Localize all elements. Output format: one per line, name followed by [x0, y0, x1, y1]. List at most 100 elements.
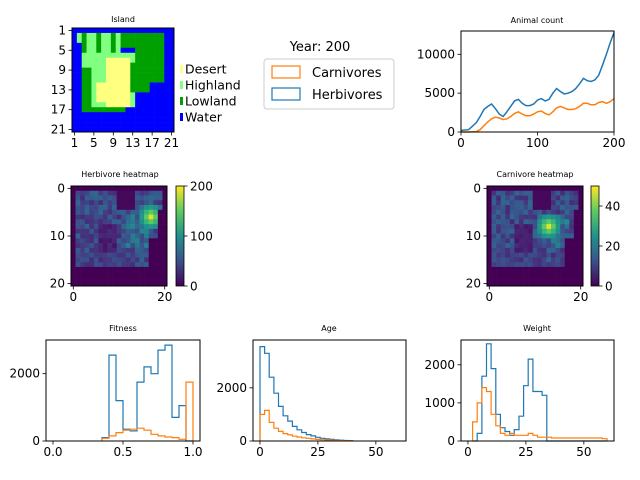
island-cell [154, 37, 160, 44]
heatmap-cell [80, 262, 86, 268]
heatmap-cell [153, 186, 159, 192]
island-cell [91, 97, 97, 103]
island-cell [164, 97, 170, 103]
island-cell [96, 92, 102, 98]
heatmap-cell [139, 252, 145, 258]
heatmap-cell [75, 276, 81, 282]
heatmap-cell [505, 257, 511, 263]
island-cell [120, 67, 126, 73]
heatmap-cell [121, 238, 127, 244]
heatmap-cell [130, 205, 136, 211]
island-cell [76, 107, 83, 113]
island-cell [91, 67, 97, 73]
heatmap-cell [564, 200, 570, 206]
heatmap-cell [89, 190, 95, 196]
heatmap-cell [71, 195, 76, 201]
heatmap-cell [130, 200, 136, 206]
heatmap-cell [514, 200, 520, 206]
heatmap-cell [519, 276, 524, 282]
heatmap-cell [578, 252, 584, 258]
island-cell [96, 122, 102, 128]
heatmap-cell [532, 186, 538, 192]
island-cell [91, 37, 97, 44]
heatmap-cell [491, 243, 497, 249]
heatmap-cell [130, 262, 136, 268]
heatmap-cell [157, 190, 163, 196]
island-cell [115, 52, 121, 59]
heatmap-cell [560, 262, 566, 268]
heatmap-cell [578, 224, 584, 230]
island-cell [144, 97, 151, 103]
island-cell [154, 77, 160, 83]
heatmap-cell [135, 281, 140, 287]
heatmap-cell [89, 205, 95, 211]
heatmap-cell [103, 186, 108, 192]
heatmap-cell [509, 228, 515, 234]
island-cell [154, 62, 160, 68]
heatmap-cell [491, 200, 497, 206]
colorbar-tick-label: 200 [190, 180, 213, 194]
legend-swatch-herbivores [271, 87, 301, 101]
island-cell [130, 127, 136, 133]
heatmap-cell [578, 238, 584, 244]
island-cell [159, 67, 165, 73]
heatmap-cell [75, 281, 81, 287]
island-cell [72, 47, 78, 54]
island-cell [86, 52, 92, 59]
heatmap-cell [578, 233, 584, 239]
heatmap-cell [551, 214, 556, 220]
heatmap-cell [541, 262, 547, 268]
island-cell [125, 77, 131, 83]
heatmap-cell [112, 205, 118, 211]
legend-label-herbivores: Herbivores [312, 88, 383, 103]
count-x-tick-label: 200 [603, 136, 626, 150]
heatmap-cell [89, 219, 95, 225]
island-cell [135, 52, 141, 59]
heatmap-cell [162, 195, 168, 201]
island-cell [72, 32, 78, 39]
heatmap-cell [519, 271, 524, 277]
heatmap-cell [519, 209, 524, 215]
heatmap-cell [107, 195, 113, 201]
heatmap-cell [487, 252, 492, 258]
island-x-tick-label: 21 [164, 136, 179, 150]
island-cell [154, 97, 160, 103]
island-cell [86, 62, 92, 68]
heatmap-cell [125, 257, 131, 263]
heatmap-cell [135, 257, 140, 263]
heatmap-cell [89, 233, 95, 239]
fitness-histogram-panel: Fitness 0.0 0.5 1.0 0 2000 [9, 324, 202, 459]
heatmap-cell [80, 247, 86, 253]
heatmap-cell [546, 243, 552, 249]
island-cell [125, 102, 131, 108]
heatmap-cell [532, 200, 538, 206]
island-cell [120, 127, 126, 133]
island-cell [110, 37, 117, 44]
heatmap-cell [125, 186, 131, 192]
heatmap-cell [573, 281, 579, 287]
heatmap-cell [107, 200, 113, 206]
heatmap-cell [569, 243, 575, 249]
heatmap-cell [103, 224, 108, 230]
island-cell [159, 87, 165, 93]
heatmap-cell [500, 252, 506, 258]
heatmap-cell [551, 262, 556, 268]
island-cell [72, 77, 78, 83]
heatmap-cell [546, 195, 552, 201]
heatmap-cell [153, 262, 159, 268]
island-cell [106, 62, 112, 68]
island-map [72, 28, 175, 133]
heatmap-cell [509, 224, 515, 230]
heatmap-cell [514, 257, 520, 263]
island-cell [140, 107, 146, 113]
heatmap-cell [103, 262, 108, 268]
heatmap-cell [130, 271, 136, 277]
island-cell [149, 62, 155, 68]
heatmap-cell [116, 271, 122, 277]
heatmap-cell [121, 214, 127, 220]
heatmap-cell [564, 276, 570, 282]
heatmap-cell [157, 247, 163, 253]
island-cell [120, 117, 126, 123]
heatmap-cell [144, 233, 150, 239]
island-cell [125, 117, 131, 123]
